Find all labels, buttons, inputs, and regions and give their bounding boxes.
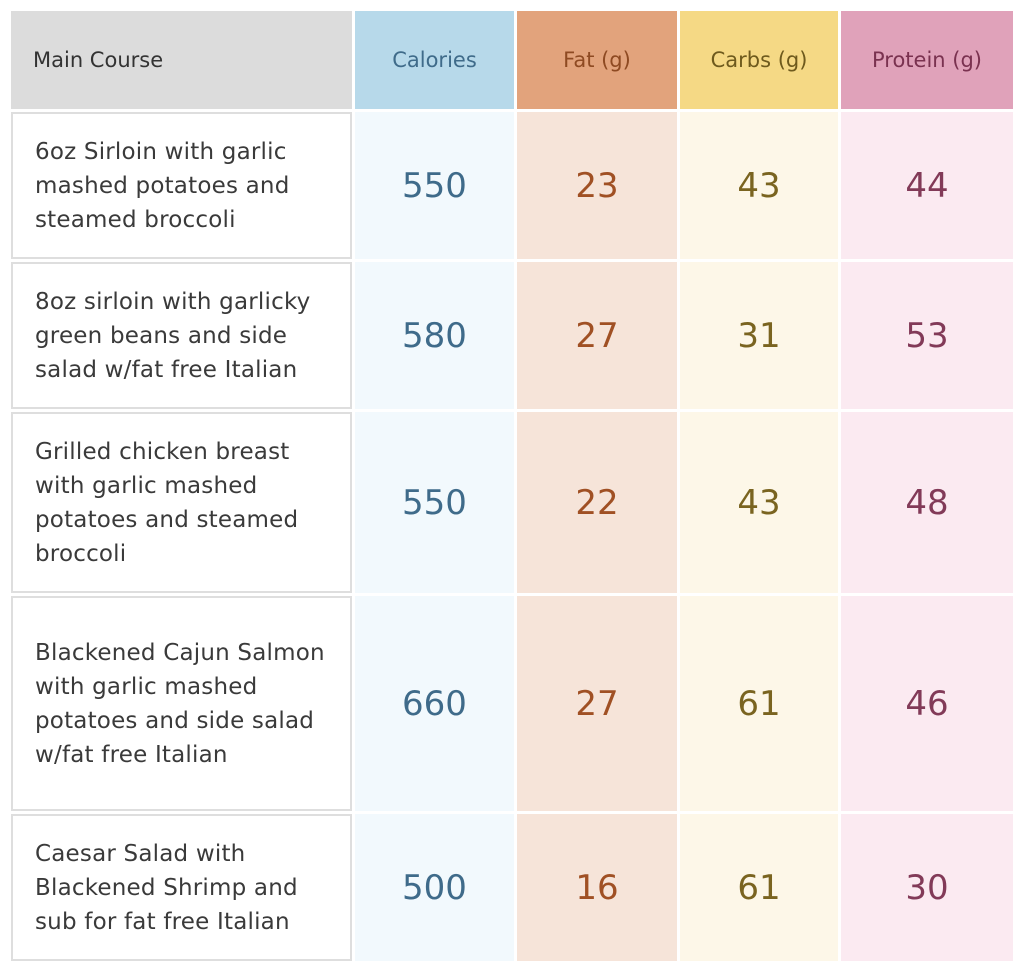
calories-value: 580 bbox=[355, 262, 514, 409]
table-row: Grilled chicken breast with garlic mashe… bbox=[11, 412, 1013, 593]
header-row: Main Course Calories Fat (g) Carbs (g) P… bbox=[11, 11, 1013, 109]
calories-value: 500 bbox=[355, 814, 514, 961]
calories-value: 550 bbox=[355, 412, 514, 593]
carbs-value: 31 bbox=[680, 262, 838, 409]
course-name: Caesar Salad with Blackened Shrimp and s… bbox=[11, 814, 352, 961]
course-name: Grilled chicken breast with garlic mashe… bbox=[11, 412, 352, 593]
carbs-value: 61 bbox=[680, 814, 838, 961]
table-row: 6oz Sirloin with garlic mashed potatoes … bbox=[11, 112, 1013, 259]
course-name: 8oz sirloin with garlicky green beans an… bbox=[11, 262, 352, 409]
carbs-value: 61 bbox=[680, 596, 838, 811]
carbs-value: 43 bbox=[680, 112, 838, 259]
fat-value: 27 bbox=[517, 596, 677, 811]
nutrition-table: Main Course Calories Fat (g) Carbs (g) P… bbox=[8, 8, 1016, 964]
calories-value: 660 bbox=[355, 596, 514, 811]
fat-value: 16 bbox=[517, 814, 677, 961]
course-name: Blackened Cajun Salmon with garlic mashe… bbox=[11, 596, 352, 811]
fat-value: 27 bbox=[517, 262, 677, 409]
header-main-course: Main Course bbox=[11, 11, 352, 109]
table-row: 8oz sirloin with garlicky green beans an… bbox=[11, 262, 1013, 409]
header-protein: Protein (g) bbox=[841, 11, 1013, 109]
protein-value: 48 bbox=[841, 412, 1013, 593]
protein-value: 30 bbox=[841, 814, 1013, 961]
header-calories: Calories bbox=[355, 11, 514, 109]
header-carbs: Carbs (g) bbox=[680, 11, 838, 109]
carbs-value: 43 bbox=[680, 412, 838, 593]
table-row: Caesar Salad with Blackened Shrimp and s… bbox=[11, 814, 1013, 961]
header-fat: Fat (g) bbox=[517, 11, 677, 109]
protein-value: 53 bbox=[841, 262, 1013, 409]
course-name: 6oz Sirloin with garlic mashed potatoes … bbox=[11, 112, 352, 259]
fat-value: 22 bbox=[517, 412, 677, 593]
protein-value: 44 bbox=[841, 112, 1013, 259]
fat-value: 23 bbox=[517, 112, 677, 259]
calories-value: 550 bbox=[355, 112, 514, 259]
protein-value: 46 bbox=[841, 596, 1013, 811]
table-row: Blackened Cajun Salmon with garlic mashe… bbox=[11, 596, 1013, 811]
